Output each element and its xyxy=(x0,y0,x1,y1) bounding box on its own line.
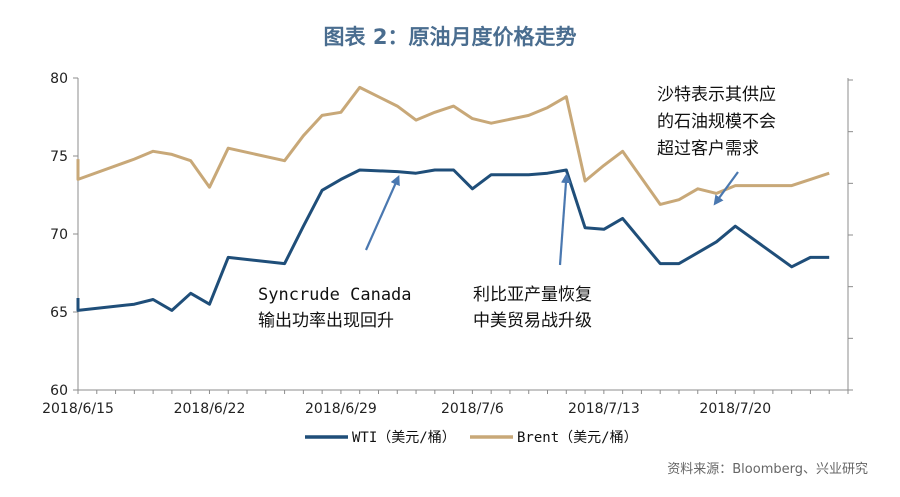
legend-label-brent: Brent（美元/桶） xyxy=(517,430,638,446)
y-tick-label: 80 xyxy=(50,71,68,87)
axes: 60 65 70 75 80 2018/6/15 2018/6/22 2018/6/29 201… xyxy=(42,71,853,417)
series-line-brent xyxy=(76,85,830,206)
legend-label-wti: WTI（美元/桶） xyxy=(352,430,456,446)
x-tick-label: 2018/7/6 xyxy=(441,401,504,417)
series-line-wti xyxy=(76,168,830,312)
annotation-saudi-line: 的石油规模不会 xyxy=(657,112,776,132)
series-layer xyxy=(76,85,830,312)
source-note: 资料来源：Bloomberg、兴业研究 xyxy=(667,462,868,477)
y-tick-label: 60 xyxy=(50,383,68,399)
x-tick-label: 2018/6/22 xyxy=(174,401,246,417)
annotation-saudi-line: 超过客户需求 xyxy=(657,139,759,159)
x-tick-label: 2018/6/29 xyxy=(305,401,377,417)
annotation-libya-line: 利比亚产量恢复 xyxy=(473,285,592,305)
y-tick-label: 70 xyxy=(50,227,68,243)
y-tick-label: 65 xyxy=(50,305,68,321)
annotation-saudi-arrow xyxy=(713,171,739,206)
annotation-syncrude-line: 输出功率出现回升 xyxy=(258,311,394,331)
annotation-syncrude-line: Syncrude Canada xyxy=(258,285,412,305)
x-tick-label: 2018/7/13 xyxy=(568,401,640,417)
annotation-libya-line: 中美贸易战升级 xyxy=(473,311,592,331)
x-tick-label: 2018/7/20 xyxy=(699,401,771,417)
x-tick-label: 2018/6/15 xyxy=(42,401,114,417)
annotation-libya-arrow xyxy=(558,173,571,266)
legend: WTI（美元/桶） Brent（美元/桶） xyxy=(305,430,638,446)
chart-title: 图表 2：原油月度价格走势 xyxy=(324,25,577,49)
annotation-syncrude-arrow xyxy=(364,175,400,251)
annotation-saudi-line: 沙特表示其供应 xyxy=(657,85,776,105)
y-tick-label: 75 xyxy=(50,149,68,165)
